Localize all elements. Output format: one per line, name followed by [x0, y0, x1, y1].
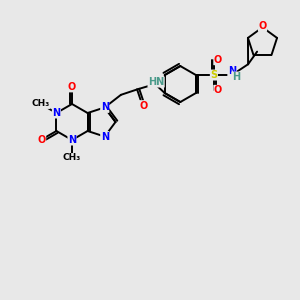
Text: HN: HN	[148, 77, 164, 87]
Text: N: N	[52, 108, 61, 118]
Text: O: O	[258, 21, 267, 31]
Text: O: O	[38, 134, 46, 145]
Text: CH₃: CH₃	[32, 100, 50, 109]
Text: O: O	[214, 85, 222, 95]
Text: N: N	[100, 132, 109, 142]
Text: N: N	[100, 102, 109, 112]
Text: CH₃: CH₃	[63, 154, 81, 163]
Text: S: S	[210, 70, 218, 80]
Text: O: O	[140, 100, 148, 111]
Text: N: N	[68, 135, 76, 145]
Text: H: H	[232, 72, 240, 82]
Text: O: O	[68, 82, 76, 92]
Text: N: N	[228, 66, 236, 76]
Text: O: O	[214, 55, 222, 65]
